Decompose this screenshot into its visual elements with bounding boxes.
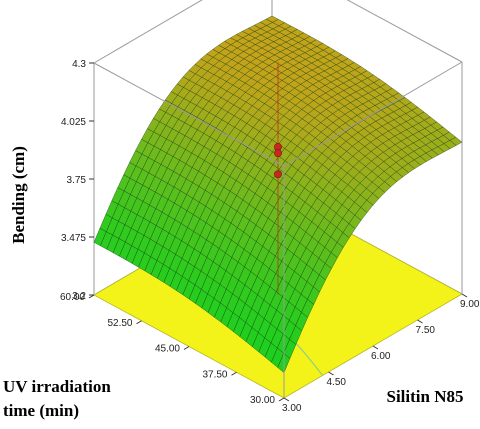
z-tick-label: 3.475 <box>61 233 86 244</box>
z-tick-label: 4.025 <box>61 117 86 128</box>
z-tick-label: 3.75 <box>67 175 87 186</box>
design-points <box>274 62 282 295</box>
box-edge <box>93 0 203 64</box>
box-front-edges <box>93 61 463 398</box>
surface-cell <box>93 227 107 246</box>
z-axis-title: Bending (cm) <box>9 146 28 244</box>
y-axis-title-line1: UV irradiation <box>3 377 111 396</box>
box-edge <box>346 0 463 63</box>
y-tick-label: 30.00 <box>250 395 275 406</box>
x-tick-mark <box>372 345 379 350</box>
z-tick-label: 3.2 <box>72 291 86 302</box>
x-tick-mark <box>328 371 334 376</box>
box-edge <box>93 62 285 167</box>
y-tick-mark <box>183 346 190 350</box>
x-tick-label: 6.00 <box>371 351 391 362</box>
y-tick-mark <box>136 320 142 325</box>
response-surface <box>93 15 463 373</box>
x-tick-label: 3.00 <box>282 403 302 414</box>
x-tick-label: 9.00 <box>460 299 480 310</box>
x-tick-mark <box>461 293 468 298</box>
x-tick-label: 4.50 <box>327 377 347 388</box>
x-tick-mark <box>283 397 290 402</box>
x-axis-title: Silitin N85 <box>387 387 464 406</box>
y-tick-mark <box>278 397 285 402</box>
y-tick-mark <box>231 371 237 376</box>
y-tick-label: 52.50 <box>107 318 132 329</box>
y-tick-label: 37.50 <box>202 369 227 380</box>
y-tick-label: 45.00 <box>155 344 180 355</box>
y-axis-title-line2: time (min) <box>3 401 79 420</box>
box-edge <box>283 61 463 167</box>
design-point <box>274 149 282 158</box>
z-tick-label: 4.3 <box>72 59 86 70</box>
design-point <box>274 170 282 179</box>
x-tick-mark <box>417 319 423 324</box>
y-tick-label: 60.00 <box>60 292 85 303</box>
x-tick-label: 7.50 <box>416 325 436 336</box>
axis-ticks: 3.00 4.50 6.00 7.50 9.00 30.00 37.50 45.00 52.50… <box>60 59 480 414</box>
